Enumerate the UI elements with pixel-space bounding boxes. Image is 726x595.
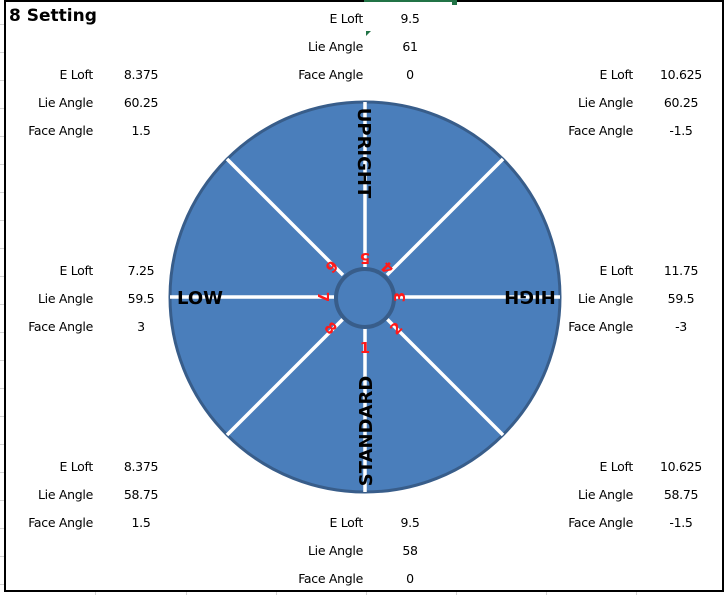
- left-lie-label: Lie Angle: [38, 291, 93, 306]
- gridline: [0, 304, 5, 305]
- gridline: [0, 500, 5, 501]
- gridline: [0, 444, 5, 445]
- bottom-left-face-label: Face Angle: [28, 515, 93, 530]
- error-indicator-icon[interactable]: [366, 31, 371, 36]
- gridline: [366, 592, 367, 595]
- gridline: [636, 592, 637, 595]
- position-number-7: 7: [314, 292, 332, 302]
- gridline: [0, 276, 5, 277]
- right-lie-label: Lie Angle: [578, 291, 633, 306]
- top-right-lie-label: Lie Angle: [578, 95, 633, 110]
- top-right-face-value[interactable]: -1.5: [669, 123, 693, 138]
- position-number-1: 1: [360, 339, 370, 357]
- top-left-face-label: Face Angle: [28, 123, 93, 138]
- gridline: [0, 332, 5, 333]
- top-left-face-value[interactable]: 1.5: [131, 123, 151, 138]
- top-face-label: Face Angle: [298, 67, 363, 82]
- bottom-right-lie-label: Lie Angle: [578, 487, 633, 502]
- bottom-left-loft-label: E Loft: [59, 459, 93, 474]
- bottom-right-lie-value[interactable]: 58.75: [663, 487, 699, 502]
- wheel-hub: [334, 267, 396, 329]
- fill-handle[interactable]: [452, 0, 457, 5]
- page-title: 8 Setting: [9, 6, 97, 26]
- position-number-3: 3: [391, 292, 409, 302]
- gridline: [0, 472, 5, 473]
- bottom-loft-label: E Loft: [329, 515, 363, 530]
- right-face-label: Face Angle: [568, 319, 633, 334]
- top-lie-label: Lie Angle: [308, 39, 363, 54]
- top-left-lie-value[interactable]: 60.25: [123, 95, 159, 110]
- right-loft-label: E Loft: [599, 263, 633, 278]
- left-lie-value[interactable]: 59.5: [127, 291, 155, 306]
- gridline: [0, 556, 5, 557]
- gridline: [0, 528, 5, 529]
- gridline: [0, 80, 5, 81]
- position-number-5: 5: [360, 249, 370, 267]
- top-right-lie-value[interactable]: 60.25: [663, 95, 699, 110]
- gridline: [0, 220, 5, 221]
- bottom-left-lie-label: Lie Angle: [38, 487, 93, 502]
- gridline: [0, 136, 5, 137]
- gridline: [456, 592, 457, 595]
- left-face-value[interactable]: 3: [137, 319, 145, 334]
- right-lie-value[interactable]: 59.5: [667, 291, 695, 306]
- gridline: [276, 592, 277, 595]
- bottom-lie-value[interactable]: 58: [402, 543, 418, 558]
- top-left-loft-label: E Loft: [59, 67, 93, 82]
- gridline: [0, 416, 5, 417]
- top-face-value[interactable]: 0: [406, 67, 414, 82]
- bottom-left-lie-value[interactable]: 58.75: [123, 487, 159, 502]
- top-right-face-label: Face Angle: [568, 123, 633, 138]
- bottom-face-value[interactable]: 0: [406, 571, 414, 586]
- left-loft-label: E Loft: [59, 263, 93, 278]
- top-left-loft-value[interactable]: 8.375: [123, 67, 159, 82]
- bottom-right-loft-label: E Loft: [599, 459, 633, 474]
- top-loft-label: E Loft: [329, 11, 363, 26]
- bottom-right-loft-value[interactable]: 10.625: [660, 459, 702, 474]
- bottom-left-loft-value[interactable]: 8.375: [123, 459, 159, 474]
- gridline: [0, 388, 5, 389]
- bottom-left-face-value[interactable]: 1.5: [131, 515, 151, 530]
- right-face-value[interactable]: -3: [675, 319, 687, 334]
- label-upright: UPRIGHT: [353, 108, 374, 199]
- bottom-loft-value[interactable]: 9.5: [400, 515, 420, 530]
- gridline: [0, 52, 5, 53]
- gridline: [546, 592, 547, 595]
- top-left-lie-label: Lie Angle: [38, 95, 93, 110]
- label-high: HIGH: [504, 286, 556, 307]
- left-loft-value[interactable]: 7.25: [127, 263, 155, 278]
- label-standard: STANDARD: [356, 376, 377, 487]
- left-face-label: Face Angle: [28, 319, 93, 334]
- bottom-face-label: Face Angle: [298, 571, 363, 586]
- gridline: [0, 248, 5, 249]
- gridline: [0, 164, 5, 165]
- right-loft-value[interactable]: 11.75: [663, 263, 699, 278]
- wheel-spokes: [170, 102, 560, 492]
- gridline: [0, 192, 5, 193]
- bottom-right-face-value[interactable]: -1.5: [669, 515, 693, 530]
- gridline: [95, 592, 96, 595]
- bottom-lie-label: Lie Angle: [308, 543, 363, 558]
- bottom-right-face-label: Face Angle: [568, 515, 633, 530]
- gridline: [0, 584, 5, 585]
- gridline: [0, 108, 5, 109]
- top-right-loft-label: E Loft: [599, 67, 633, 82]
- label-low: LOW: [177, 288, 223, 309]
- gridline: [0, 360, 5, 361]
- gridline: [0, 24, 5, 25]
- gridline: [186, 592, 187, 595]
- top-right-loft-value[interactable]: 10.625: [660, 67, 702, 82]
- top-loft-value[interactable]: 9.5: [400, 11, 420, 26]
- top-lie-value[interactable]: 61: [402, 39, 418, 54]
